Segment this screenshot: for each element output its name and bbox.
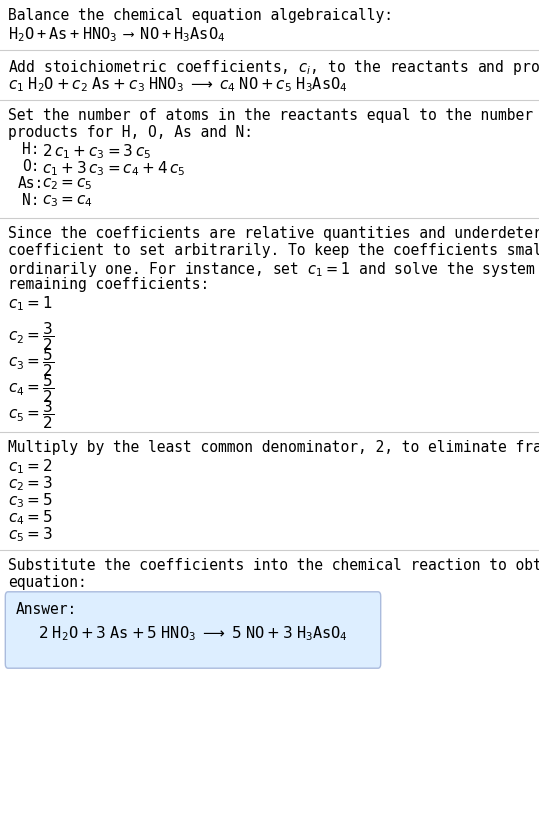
Text: Add stoichiometric coefficients, $c_i$, to the reactants and products:: Add stoichiometric coefficients, $c_i$, … <box>8 58 539 77</box>
Text: $c_3 = 5$: $c_3 = 5$ <box>8 491 53 510</box>
Text: coefficient to set arbitrarily. To keep the coefficients small, the arbitrary va: coefficient to set arbitrarily. To keep … <box>8 243 539 258</box>
Text: $c_4 = \dfrac{5}{2}$: $c_4 = \dfrac{5}{2}$ <box>8 372 54 405</box>
Text: $c_1\;\mathtt{H_2O} + c_2\;\mathtt{As} + c_3\;\mathtt{HNO_3} \;\longrightarrow\;: $c_1\;\mathtt{H_2O} + c_2\;\mathtt{As} +… <box>8 75 348 94</box>
Text: Balance the chemical equation algebraically:: Balance the chemical equation algebraica… <box>8 8 393 23</box>
Text: equation:: equation: <box>8 575 87 590</box>
Text: Set the number of atoms in the reactants equal to the number of atoms in the: Set the number of atoms in the reactants… <box>8 108 539 123</box>
Text: $c_3 = \dfrac{5}{2}$: $c_3 = \dfrac{5}{2}$ <box>8 346 54 379</box>
Text: $c_3 = c_4$: $c_3 = c_4$ <box>42 193 93 208</box>
Text: $c_4 = 5$: $c_4 = 5$ <box>8 508 53 527</box>
Text: As:: As: <box>18 176 44 191</box>
Text: Multiply by the least common denominator, 2, to eliminate fractional coefficient: Multiply by the least common denominator… <box>8 440 539 455</box>
Text: $c_5 = 3$: $c_5 = 3$ <box>8 525 53 543</box>
Text: Since the coefficients are relative quantities and underdetermined, choose a: Since the coefficients are relative quan… <box>8 226 539 241</box>
Text: products for H, O, As and N:: products for H, O, As and N: <box>8 125 253 140</box>
Text: Substitute the coefficients into the chemical reaction to obtain the balanced: Substitute the coefficients into the che… <box>8 558 539 573</box>
Text: remaining coefficients:: remaining coefficients: <box>8 277 209 292</box>
Text: $c_2 = 3$: $c_2 = 3$ <box>8 474 53 493</box>
Text: $2\,c_1 + c_3 = 3\,c_5$: $2\,c_1 + c_3 = 3\,c_5$ <box>42 142 151 160</box>
Text: $c_5 = \dfrac{3}{2}$: $c_5 = \dfrac{3}{2}$ <box>8 398 54 431</box>
Text: $c_1 + 3\,c_3 = c_4 + 4\,c_5$: $c_1 + 3\,c_3 = c_4 + 4\,c_5$ <box>42 159 185 178</box>
FancyBboxPatch shape <box>5 592 381 668</box>
Text: $2\;\mathtt{H_2O} + 3\;\mathtt{As} + 5\;\mathtt{HNO_3} \;\longrightarrow\; 5\;\m: $2\;\mathtt{H_2O} + 3\;\mathtt{As} + 5\;… <box>38 624 348 643</box>
Text: O:: O: <box>22 159 39 174</box>
Text: $c_1 = 1$: $c_1 = 1$ <box>8 294 53 312</box>
Text: H:: H: <box>22 142 39 157</box>
Text: Answer:: Answer: <box>16 602 77 617</box>
Text: $c_2 = \dfrac{3}{2}$: $c_2 = \dfrac{3}{2}$ <box>8 320 54 353</box>
Text: N:: N: <box>22 193 39 208</box>
Text: $c_2 = c_5$: $c_2 = c_5$ <box>42 176 93 192</box>
Text: ordinarily one. For instance, set $c_1 = 1$ and solve the system of equations fo: ordinarily one. For instance, set $c_1 =… <box>8 260 539 279</box>
Text: $\mathtt{H_2O + As + HNO_3 \;\longrightarrow\; NO + H_3AsO_4}$: $\mathtt{H_2O + As + HNO_3 \;\longrighta… <box>8 25 225 44</box>
Text: $c_1 = 2$: $c_1 = 2$ <box>8 457 52 475</box>
